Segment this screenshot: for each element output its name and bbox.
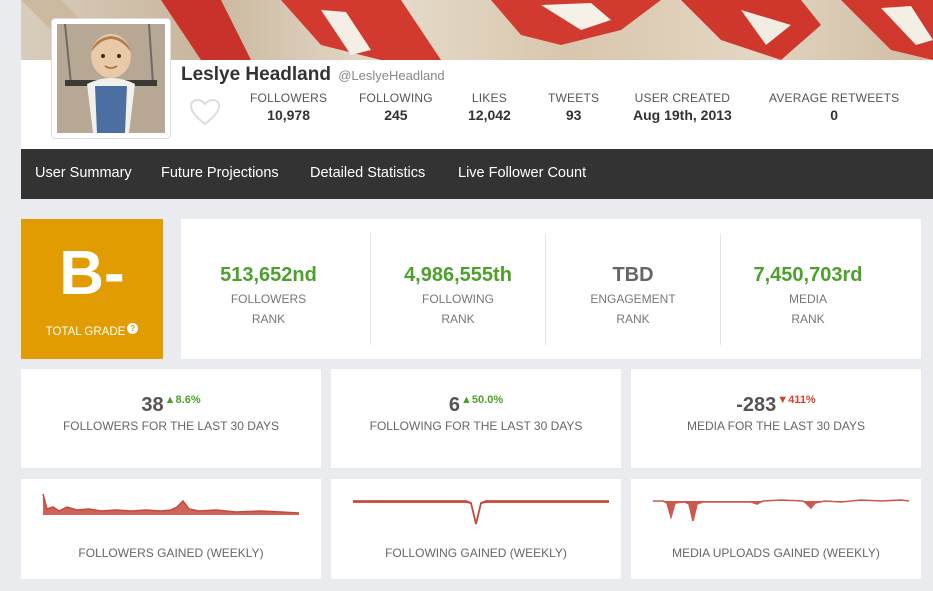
total-grade-card: B- TOTAL GRADE? <box>21 219 163 359</box>
main-nav: User Summary Future Projections Detailed… <box>21 149 933 199</box>
media-sparkline <box>653 499 910 522</box>
profile-banner <box>21 0 933 60</box>
nav-live-follower-count[interactable]: Live Follower Count <box>458 165 587 181</box>
media-30-days-card: -283▼411% MEDIA FOR THE LAST 30 DAYS <box>631 369 921 468</box>
card-value-row: 6▲50.0% <box>331 394 621 417</box>
stat-likes: LIKES 12,042 <box>468 91 511 123</box>
rank-value: TBD <box>612 264 654 286</box>
card-label: MEDIA FOR THE LAST 30 DAYS <box>686 419 866 433</box>
followers-30-days-card: 38▲8.6% FOLLOWERS FOR THE LAST 30 DAYS <box>21 369 321 468</box>
media-uploads-gained-weekly-card: MEDIA UPLOADS GAINED (WEEKLY) <box>631 479 921 579</box>
following-gained-weekly-card: FOLLOWING GAINED (WEEKLY) <box>331 479 621 579</box>
stat-user-created: USER CREATED Aug 19th, 2013 <box>633 91 732 123</box>
rank-sub: RANK <box>441 312 475 326</box>
stat-value: 0 <box>830 107 839 123</box>
rank-engagement: TBD ENGAGEMENT RANK <box>545 233 720 345</box>
card-value: 38 <box>141 394 164 416</box>
card-change: 50.0% <box>471 394 504 406</box>
rank-sub: RANK <box>616 312 650 326</box>
avatar[interactable] <box>51 18 171 139</box>
card-label: FOLLOWERS FOR THE LAST 30 DAYS <box>62 419 280 433</box>
stat-label: FOLLOWING <box>359 91 433 105</box>
ranks-panel: 513,652nd FOLLOWERS RANK 4,986,555th FOL… <box>181 219 921 359</box>
profile-handle: @LeslyeHeadland <box>338 68 445 83</box>
card-label: FOLLOWING FOR THE LAST 30 DAYS <box>369 419 583 433</box>
profile-display-name: Leslye Headland <box>181 64 331 85</box>
rank-sub: RANK <box>251 312 286 326</box>
stat-value: 10,978 <box>267 107 310 123</box>
card-change: 411% <box>788 394 816 406</box>
grade-label: TOTAL GRADE <box>45 326 126 338</box>
stat-label: USER CREATED <box>634 91 731 105</box>
rank-label: ENGAGEMENT <box>590 292 676 306</box>
profile-name: Leslye Headland @LeslyeHeadland <box>181 64 445 86</box>
help-icon[interactable]: ? <box>127 323 139 334</box>
stat-label: LIKES <box>471 91 507 105</box>
sparkline-label: MEDIA UPLOADS GAINED (WEEKLY) <box>672 546 880 560</box>
stat-following: FOLLOWING 245 <box>359 91 433 123</box>
stat-value: 12,042 <box>468 107 511 123</box>
rank-sub: RANK <box>791 312 825 326</box>
stat-label: TWEETS <box>548 91 600 105</box>
nav-detailed-statistics[interactable]: Detailed Statistics <box>310 165 426 181</box>
rank-following: 4,986,555th FOLLOWING RANK <box>370 233 545 345</box>
card-value-row: -283▼411% <box>631 394 921 417</box>
stat-label: FOLLOWERS <box>250 91 328 105</box>
card-value-row: 38▲8.6% <box>21 394 321 417</box>
stat-value: 245 <box>384 107 408 123</box>
stat-followers: FOLLOWERS 10,978 <box>250 91 327 123</box>
following-30-days-card: 6▲50.0% FOLLOWING FOR THE LAST 30 DAYS <box>331 369 621 468</box>
change-down-indicator: ▼411% <box>777 394 816 406</box>
grade-letter: B- <box>59 239 125 308</box>
stat-tweets: TWEETS 93 <box>548 91 599 123</box>
rank-label: FOLLOWERS <box>230 292 307 306</box>
avatar-image <box>57 24 165 133</box>
rank-value: 513,652nd <box>220 264 317 286</box>
rank-label: MEDIA <box>788 292 827 306</box>
followers-sparkline <box>42 493 300 515</box>
stat-label: AVERAGE RETWEETS <box>769 91 900 105</box>
stat-average-retweets: AVERAGE RETWEETS 0 <box>769 91 899 123</box>
change-up-indicator: ▲8.6% <box>164 394 201 406</box>
rank-value: 4,986,555th <box>404 264 512 286</box>
rank-label: FOLLOWING <box>421 292 494 306</box>
rank-followers: 513,652nd FOLLOWERS RANK <box>181 233 356 345</box>
profile-header: Leslye Headland @LeslyeHeadland FOLLOWER… <box>21 18 933 149</box>
stat-value: Aug 19th, 2013 <box>633 107 732 123</box>
card-value: -283 <box>736 394 777 416</box>
grade-label-row: TOTAL GRADE? <box>21 323 163 338</box>
followers-gained-weekly-card: FOLLOWERS GAINED (WEEKLY) <box>21 479 321 579</box>
card-change: 8.6% <box>175 394 201 406</box>
card-value: 6 <box>448 394 461 416</box>
nav-future-projections[interactable]: Future Projections <box>161 165 279 181</box>
change-up-indicator: ▲50.0% <box>461 394 504 406</box>
sparkline-label: FOLLOWING GAINED (WEEKLY) <box>385 546 567 560</box>
sparkline-label: FOLLOWERS GAINED (WEEKLY) <box>78 546 264 560</box>
following-sparkline <box>353 500 609 525</box>
rank-value: 7,450,703rd <box>753 264 863 286</box>
heart-icon[interactable] <box>189 98 221 131</box>
nav-user-summary[interactable]: User Summary <box>35 165 132 181</box>
stat-value: 93 <box>565 107 582 123</box>
rank-media: 7,450,703rd MEDIA RANK <box>720 233 895 345</box>
